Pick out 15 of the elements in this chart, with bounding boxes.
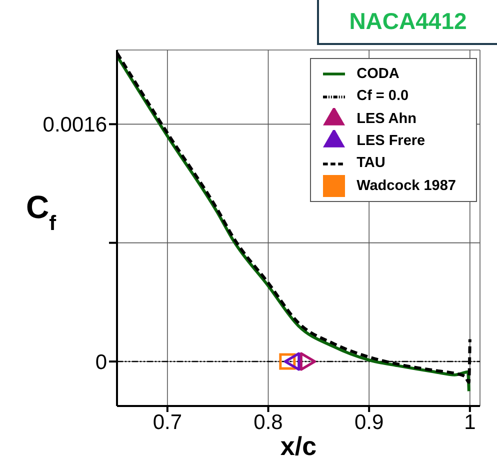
legend-label: CODA [356, 66, 400, 82]
legend-label: LES Frere [356, 132, 426, 149]
x-tick-label: 0.7 [152, 410, 182, 434]
x-axis-title: x/c [280, 431, 317, 461]
y-tick-label: 0 [95, 350, 107, 374]
legend-label: Cf = 0.0 [356, 88, 409, 104]
x-tick-label: 0.9 [354, 410, 384, 434]
legend-label: LES Ahn [356, 110, 416, 127]
legend-label: Wadcock 1987 [356, 178, 456, 194]
chart-title: NACA4412 [317, 0, 497, 45]
y-tick-label: 0.0016 [42, 114, 107, 137]
legend-label: TAU [356, 155, 386, 172]
y-axis-title: C$_{f}$ [26, 189, 56, 234]
x-tick-label: 1 [464, 410, 476, 434]
x-tick-label: 0.8 [254, 410, 283, 434]
